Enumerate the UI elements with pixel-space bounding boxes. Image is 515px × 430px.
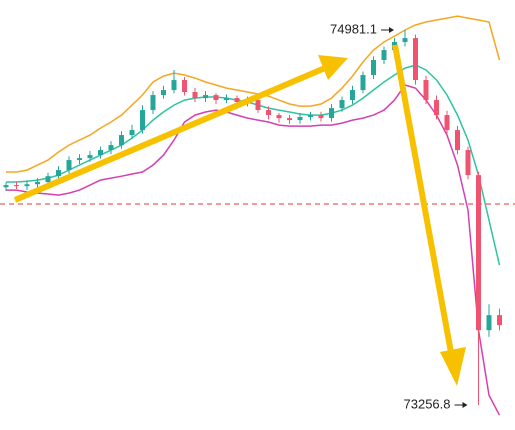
candle-body bbox=[381, 50, 387, 61]
trend-arrow-down bbox=[392, 44, 455, 359]
candle-body bbox=[192, 92, 198, 99]
extreme-label: 74981.1 bbox=[330, 21, 377, 36]
arrowhead bbox=[318, 55, 348, 80]
candle-body bbox=[140, 110, 145, 131]
candle-body bbox=[339, 100, 345, 109]
label-arrowhead bbox=[462, 402, 468, 408]
candle-body bbox=[413, 38, 418, 81]
candle-body bbox=[255, 100, 261, 111]
candle-body bbox=[129, 130, 135, 136]
candle-body bbox=[224, 98, 229, 101]
candle-body bbox=[56, 170, 61, 177]
candle-body bbox=[98, 150, 103, 156]
candle-body bbox=[360, 75, 366, 91]
candle-body bbox=[203, 95, 208, 99]
candle-body bbox=[108, 145, 114, 151]
candle-body bbox=[297, 117, 303, 121]
candle-body bbox=[77, 158, 82, 161]
candle-body bbox=[87, 155, 93, 159]
candle-body bbox=[150, 95, 156, 111]
trend-arrows bbox=[13, 44, 466, 386]
candle-body bbox=[119, 135, 124, 146]
candle-body bbox=[287, 118, 292, 121]
candle-body bbox=[234, 98, 240, 103]
candle-body bbox=[497, 315, 502, 326]
candle-body bbox=[455, 130, 460, 151]
candle-body bbox=[434, 100, 439, 116]
candle-body bbox=[486, 315, 492, 331]
candle-body bbox=[161, 90, 166, 96]
trend-arrow-up bbox=[13, 65, 327, 203]
band-line bbox=[6, 84, 501, 416]
candle-body bbox=[66, 160, 72, 171]
arrowhead bbox=[440, 347, 466, 386]
candle-body bbox=[35, 182, 40, 185]
candle-body bbox=[45, 176, 51, 183]
candle-body bbox=[213, 95, 219, 101]
candle-body bbox=[308, 115, 313, 118]
candle-body bbox=[24, 184, 30, 187]
candle-body bbox=[476, 175, 481, 331]
candle-body bbox=[3, 185, 9, 188]
candle-body bbox=[371, 60, 376, 76]
candle-body bbox=[318, 115, 324, 119]
candle-body bbox=[14, 185, 19, 187]
candle-body bbox=[276, 115, 282, 119]
candle-body bbox=[182, 80, 187, 93]
extreme-label: 73256.8 bbox=[404, 396, 451, 411]
candle-body bbox=[350, 90, 355, 101]
candle-body bbox=[171, 80, 177, 91]
candle-body bbox=[465, 150, 471, 176]
candle-body bbox=[266, 110, 271, 116]
candle-body bbox=[423, 80, 429, 101]
candle-body bbox=[329, 108, 334, 119]
label-arrowhead bbox=[389, 27, 394, 33]
candle-body bbox=[444, 115, 450, 131]
band-line bbox=[6, 15, 501, 173]
candle-body bbox=[402, 38, 408, 42]
